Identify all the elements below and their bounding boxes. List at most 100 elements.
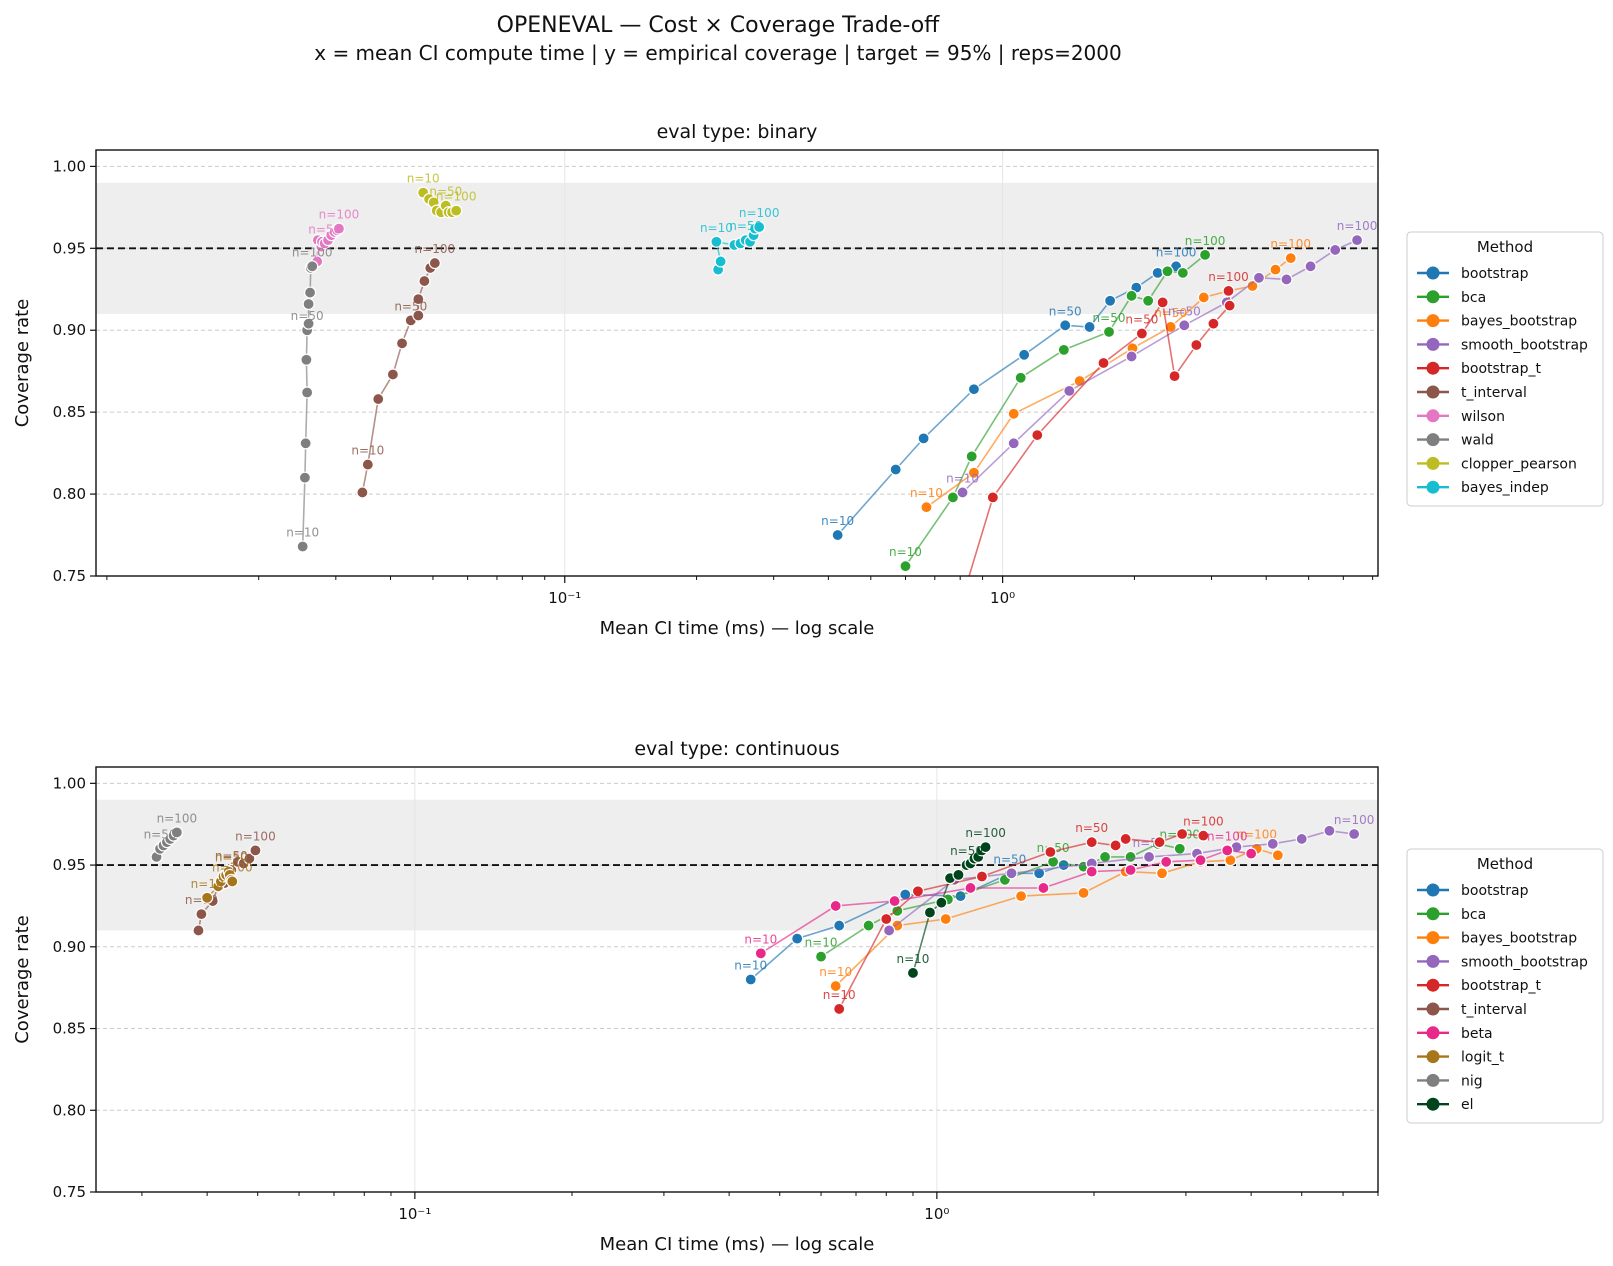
legend-label-bootstrap: bootstrap [1461, 266, 1529, 282]
point-t_interval [428, 256, 441, 270]
legend-label-t_interval: t_interval [1461, 385, 1527, 401]
point-el [935, 896, 948, 909]
point-bayes_indep [714, 255, 727, 268]
annotation-t_interval: n=10 [351, 444, 384, 458]
point-wald [301, 386, 314, 399]
legend-label-smooth_bootstrap: smooth_bootstrap [1461, 954, 1588, 970]
legend-marker-bayes_bootstrap [1426, 314, 1440, 328]
legend-marker-bootstrap [1426, 266, 1440, 280]
point-wald [300, 353, 313, 366]
y-axis-label: Coverage rate [12, 299, 33, 428]
point-smooth_bootstrap [1295, 832, 1308, 846]
point-t_interval [192, 924, 205, 937]
legend-marker-smooth_bootstrap [1426, 954, 1440, 968]
point-bootstrap [1083, 320, 1096, 334]
point-bayes_bootstrap [1077, 886, 1090, 899]
annotation-el: n=100 [965, 826, 1006, 840]
annotation-t_interval: n=100 [235, 829, 276, 843]
legend-marker-beta [1426, 1026, 1440, 1040]
x-axis-label: Mean CI time (ms) — log scale [600, 618, 875, 639]
legend: Method bootstrap bca bayes_bootstrap smooth_… [1406, 848, 1604, 1124]
legend-label-bca: bca [1461, 290, 1486, 306]
annotation-logit_t: n=10 [191, 877, 224, 891]
legend-marker-el [1426, 1097, 1440, 1111]
legend-marker-nig [1426, 1073, 1440, 1087]
point-bayes_bootstrap [1269, 263, 1282, 276]
point-bayes_bootstrap [1155, 867, 1169, 880]
point-el [906, 966, 920, 980]
point-beta [1037, 881, 1050, 895]
point-beta [829, 899, 842, 913]
point-bayes_bootstrap [1014, 890, 1028, 903]
annotation-bca: n=50 [1093, 311, 1126, 325]
panel-binary: n=10n=50n=100n=10n=50n=100n=10n=50n=100n… [12, 121, 1604, 639]
point-wald [303, 286, 317, 299]
point-t_interval [361, 458, 374, 471]
annotation-clopper_pearson: n=50 [429, 185, 462, 199]
point-t_interval [412, 293, 425, 306]
point-bootstrap_t [1197, 829, 1210, 842]
legend-label-bayes_bootstrap: bayes_bootstrap [1461, 931, 1577, 947]
point-nig [170, 826, 183, 839]
annotation-wilson: n=50 [308, 222, 341, 236]
annotation-bayes_bootstrap: n=100 [1270, 237, 1311, 251]
legend-label-nig: nig [1461, 1073, 1483, 1089]
point-clopper_pearson [450, 204, 463, 217]
point-t_interval [249, 844, 262, 857]
y-tick-label: 0.85 [53, 1020, 86, 1038]
point-beta [754, 947, 767, 960]
point-bootstrap [831, 528, 844, 542]
point-smooth_bootstrap [1125, 350, 1138, 363]
annotation-bootstrap_t: n=100 [1208, 270, 1249, 284]
axes-frame [95, 766, 1379, 1193]
point-beta [1160, 855, 1173, 868]
legend-label-bootstrap_t: bootstrap_t [1461, 361, 1542, 377]
point-smooth_bootstrap [1280, 273, 1293, 286]
point-el [979, 840, 992, 854]
legend-label-t_interval: t_interval [1461, 1002, 1527, 1018]
point-smooth_bootstrap [1178, 319, 1191, 332]
point-bootstrap_t [1097, 356, 1110, 370]
point-bootstrap [833, 919, 846, 932]
annotation-t_interval: n=100 [415, 242, 456, 256]
point-smooth_bootstrap [1007, 437, 1020, 450]
point-logit_t [201, 891, 214, 904]
y-tick-label: 0.75 [53, 567, 86, 585]
legend-label-bayes_indep: bayes_indep [1461, 480, 1549, 496]
legend-marker-smooth_bootstrap [1426, 337, 1440, 351]
point-t_interval [372, 392, 385, 406]
point-smooth_bootstrap [1063, 384, 1076, 397]
legend-label-bayes_bootstrap: bayes_bootstrap [1461, 314, 1577, 330]
figure-subtitle: x = mean CI compute time | y = empirical… [314, 41, 1121, 65]
point-beta [1085, 865, 1098, 878]
point-logit_t [226, 875, 239, 888]
point-bca [1057, 343, 1070, 356]
point-smooth_bootstrap [1142, 850, 1156, 864]
point-wilson [332, 222, 346, 235]
legend-box [1406, 231, 1604, 507]
point-bca [1176, 266, 1189, 279]
point-bca [862, 919, 875, 932]
annotation-nig: n=50 [144, 828, 177, 842]
y-axis-label: Coverage rate [12, 915, 33, 1044]
annotation-bca: n=10 [889, 545, 922, 559]
annotation-smooth_bootstrap: n=50 [1168, 304, 1201, 318]
point-bootstrap_t [880, 912, 893, 926]
point-bayes_bootstrap [939, 912, 952, 926]
annotation-t_interval: n=10 [185, 893, 218, 907]
legend-marker-bootstrap [1426, 883, 1440, 897]
point-bayes_indep [753, 220, 766, 234]
point-bayes_bootstrap [829, 979, 842, 993]
point-bootstrap_t [986, 491, 999, 504]
point-bootstrap [744, 973, 757, 986]
point-t_interval [243, 852, 256, 865]
y-tick-label: 1.00 [53, 157, 86, 175]
annotation-el: n=10 [897, 952, 930, 966]
annotation-bootstrap: n=50 [993, 852, 1026, 866]
point-t_interval [356, 486, 369, 499]
plot-area: n=10n=50n=100n=10n=50n=100n=10n=50n=100n… [286, 172, 1377, 576]
point-bootstrap [1151, 266, 1164, 279]
annotation-bayes_bootstrap: n=100 [1236, 828, 1277, 842]
point-bayes_bootstrap [1284, 252, 1297, 265]
annotation-bayes_bootstrap: n=50 [1154, 306, 1187, 320]
